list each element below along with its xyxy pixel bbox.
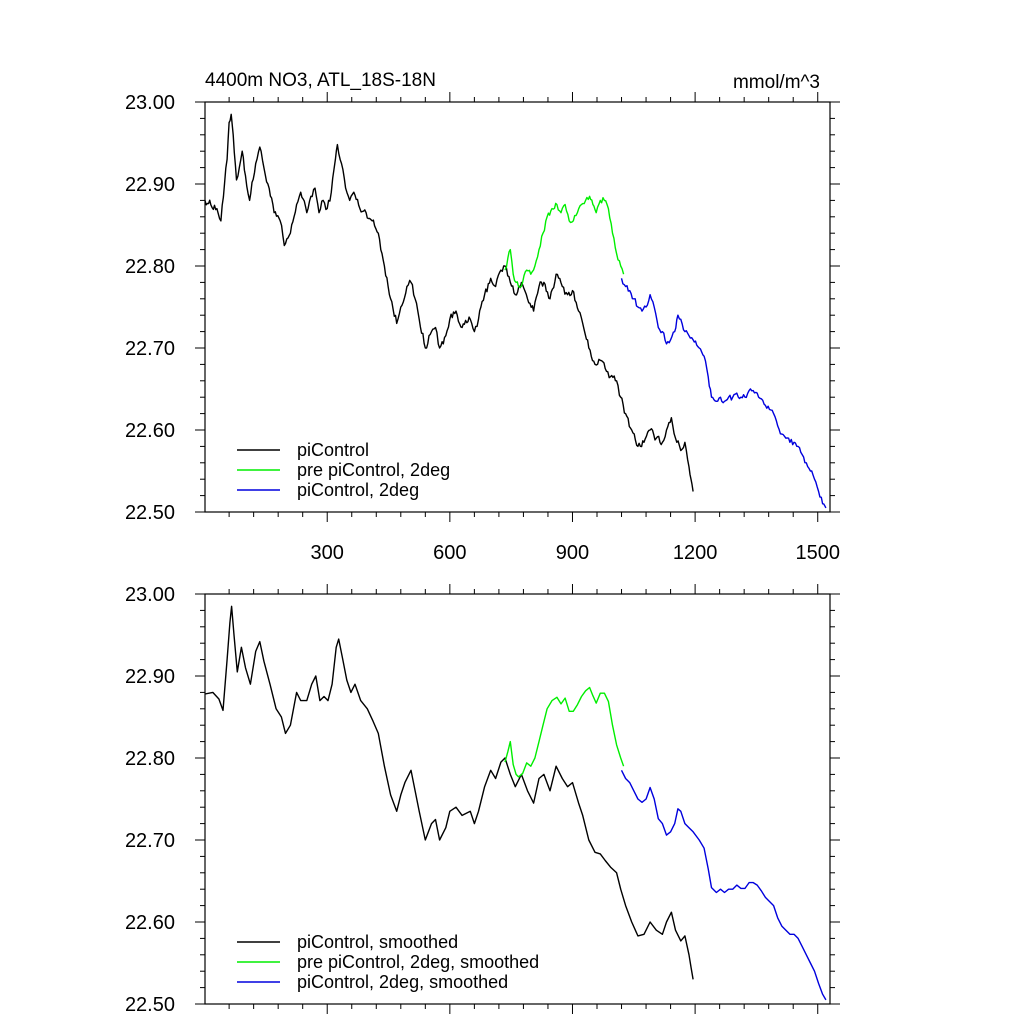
series-line [204,113,694,492]
x-tick-label: 900 [556,542,589,564]
y-tick-label: 22.80 [125,256,175,278]
x-tick-label: 1500 [795,542,840,564]
series-line [504,195,625,288]
y-tick-label: 23.00 [125,92,175,114]
x-tick-label: 1200 [673,542,718,564]
y-tick-label: 22.70 [125,338,175,360]
legend-label: piControl [297,440,369,460]
y-tick-label: 22.90 [125,174,175,196]
legend-label: piControl, 2deg [297,480,419,500]
plot-frame [204,101,831,513]
series-line [504,686,625,778]
y-tick-label: 22.60 [125,912,175,934]
y-tick-label: 22.60 [125,420,175,442]
y-tick-label: 22.90 [125,666,175,688]
legend-label: piControl, smoothed [297,932,458,952]
top-panel: 300 600 900 1200 1500 22.50 22.60 22.70 22.80 22.… [125,92,840,564]
y-tick-label: 22.70 [125,830,175,852]
figure-title: 4400m NO3, ATL_18S-18N [205,70,436,91]
y-tick-label: 22.50 [125,994,175,1016]
bottom-panel: 22.50 22.60 22.70 22.80 22.90 23.00 piControl,… [125,584,840,1016]
legend-label: pre piControl, 2deg [297,460,450,480]
y-tick-label: 22.80 [125,748,175,770]
plot-frame [204,593,831,1005]
x-tick-label: 600 [433,542,466,564]
series-line [620,278,827,509]
units-label: mmol/m^3 [733,72,820,93]
y-tick-label: 22.50 [125,502,175,524]
x-tick-label: 300 [311,542,344,564]
series-line [620,769,827,1001]
y-tick-label: 23.00 [125,584,175,606]
legend-label: pre piControl, 2deg, smoothed [297,952,539,972]
legend-label: piControl, 2deg, smoothed [297,972,508,992]
series-line [204,605,694,980]
